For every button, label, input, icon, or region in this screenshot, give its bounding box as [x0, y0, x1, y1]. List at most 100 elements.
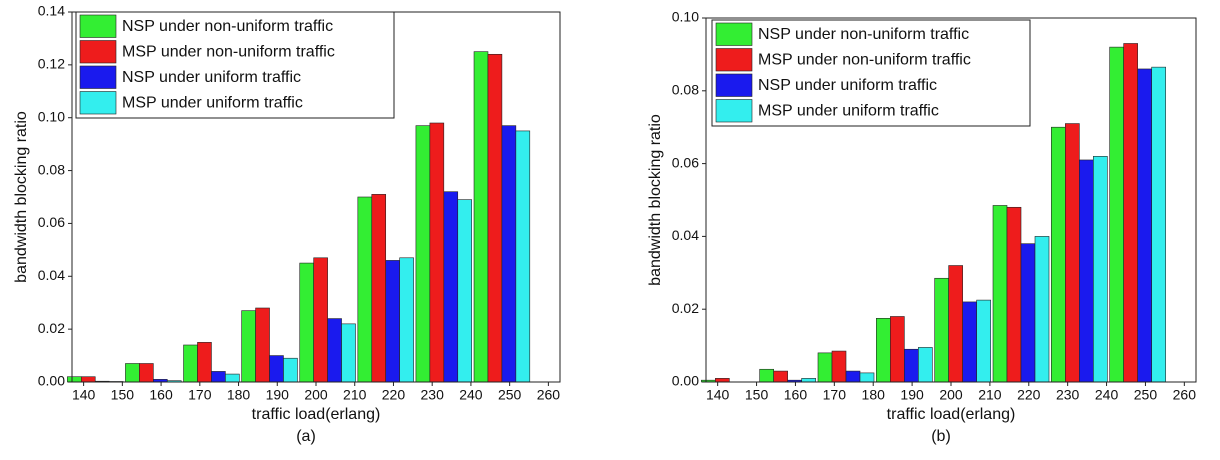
legend-label: NSP under non-uniform traffic: [758, 26, 969, 43]
bar: [962, 301, 977, 383]
x-tick-label: 160: [149, 387, 173, 403]
legend-swatch: [79, 14, 117, 38]
legend-swatch: [79, 91, 117, 115]
bar: [759, 368, 774, 383]
x-tick-label: 220: [1017, 387, 1041, 403]
bar: [992, 205, 1008, 383]
y-tick-label: 0.10: [38, 108, 65, 124]
x-tick-label: 170: [188, 387, 212, 403]
x-tick-label: 240: [459, 387, 483, 403]
bar: [283, 357, 298, 383]
bar: [934, 277, 949, 383]
x-tick-label: 140: [72, 387, 96, 403]
x-tick-label: 190: [900, 387, 924, 403]
caption: (a): [296, 428, 316, 445]
legend-swatch: [79, 40, 117, 64]
x-axis-label: traffic load(erlang): [887, 406, 1016, 423]
y-axis-label: bandwidth blocking ratio: [647, 114, 664, 286]
y-tick-label: 0.08: [38, 161, 65, 177]
bar: [1020, 243, 1036, 383]
x-tick-label: 160: [784, 387, 808, 403]
bar: [67, 376, 82, 383]
y-tick-label: 0.04: [672, 227, 699, 243]
y-tick-label: 0.02: [38, 320, 65, 336]
legend-label: MSP under uniform traffic: [758, 102, 939, 119]
x-tick-label: 260: [537, 387, 561, 403]
bar: [385, 260, 400, 383]
x-tick-label: 200: [304, 387, 328, 403]
y-tick-label: 0.14: [38, 3, 65, 19]
bar: [1093, 156, 1108, 383]
bar: [845, 370, 861, 383]
y-tick-label: 0.10: [672, 9, 699, 25]
bar: [1065, 123, 1080, 383]
bar: [1151, 66, 1166, 383]
y-tick-label: 0.12: [38, 56, 65, 72]
bar: [457, 199, 472, 383]
bar: [443, 191, 459, 383]
bar: [415, 125, 431, 383]
y-tick-label: 0.00: [672, 373, 699, 389]
bar: [125, 363, 140, 383]
x-tick-label: 220: [382, 387, 406, 403]
legend-swatch: [715, 99, 753, 123]
x-tick-label: 170: [823, 387, 847, 403]
bar: [1034, 236, 1050, 383]
bar: [357, 196, 373, 383]
x-tick-label: 250: [498, 387, 522, 403]
bar: [904, 348, 919, 383]
bar: [225, 373, 240, 383]
bar: [976, 299, 991, 383]
x-tick-label: 180: [227, 387, 251, 403]
x-tick-label: 210: [978, 387, 1002, 403]
bar: [501, 125, 517, 383]
legend-swatch: [715, 22, 753, 46]
x-tick-label: 150: [111, 387, 135, 403]
bar: [211, 371, 226, 383]
legend-swatch: [79, 65, 117, 89]
bar: [918, 347, 933, 383]
bar: [399, 257, 414, 383]
bar: [313, 257, 328, 383]
x-axis-label: traffic load(erlang): [252, 406, 381, 423]
legend-label: MSP under non-uniform traffic: [758, 51, 971, 68]
x-tick-label: 190: [266, 387, 290, 403]
x-tick-label: 250: [1134, 387, 1158, 403]
legend-swatch: [715, 73, 753, 97]
legend-frame: [711, 19, 1031, 127]
legend-label: MSP under non-uniform traffic: [122, 43, 335, 60]
bar: [487, 53, 503, 383]
legend: NSP under non-uniform traffic MSP under n…: [75, 11, 395, 119]
bar: [859, 372, 875, 383]
bar: [1123, 43, 1138, 383]
bar: [817, 352, 833, 383]
y-tick-label: 0.06: [38, 214, 65, 230]
legend-label: NSP under uniform traffic: [758, 77, 937, 94]
y-tick-label: 0.04: [38, 267, 65, 283]
bar: [890, 316, 905, 383]
x-tick-label: 260: [1173, 387, 1197, 403]
bar: [429, 122, 445, 383]
bar: [139, 363, 154, 383]
bar: [1051, 126, 1066, 383]
legend-label: NSP under uniform traffic: [122, 69, 301, 86]
y-tick-label: 0.00: [38, 373, 65, 389]
x-tick-label: 200: [939, 387, 963, 403]
y-tick-label: 0.02: [672, 300, 699, 316]
bar: [948, 265, 963, 383]
bar: [801, 378, 816, 383]
bar: [876, 317, 891, 383]
bar: [1006, 206, 1022, 383]
x-tick-label: 210: [343, 387, 367, 403]
bar: [241, 310, 256, 383]
bar: [269, 355, 284, 383]
bar: [299, 262, 314, 383]
y-tick-label: 0.08: [672, 82, 699, 98]
x-tick-label: 150: [745, 387, 769, 403]
bar: [197, 342, 212, 383]
bar: [515, 130, 531, 383]
bar: [1137, 68, 1152, 383]
bar: [1109, 46, 1124, 383]
bar: [473, 51, 489, 383]
